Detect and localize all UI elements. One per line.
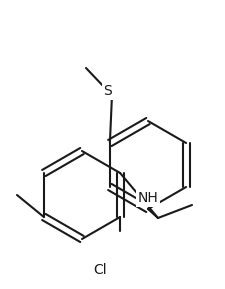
- Text: Cl: Cl: [93, 263, 107, 277]
- Text: NH: NH: [138, 191, 158, 205]
- Text: S: S: [104, 84, 112, 98]
